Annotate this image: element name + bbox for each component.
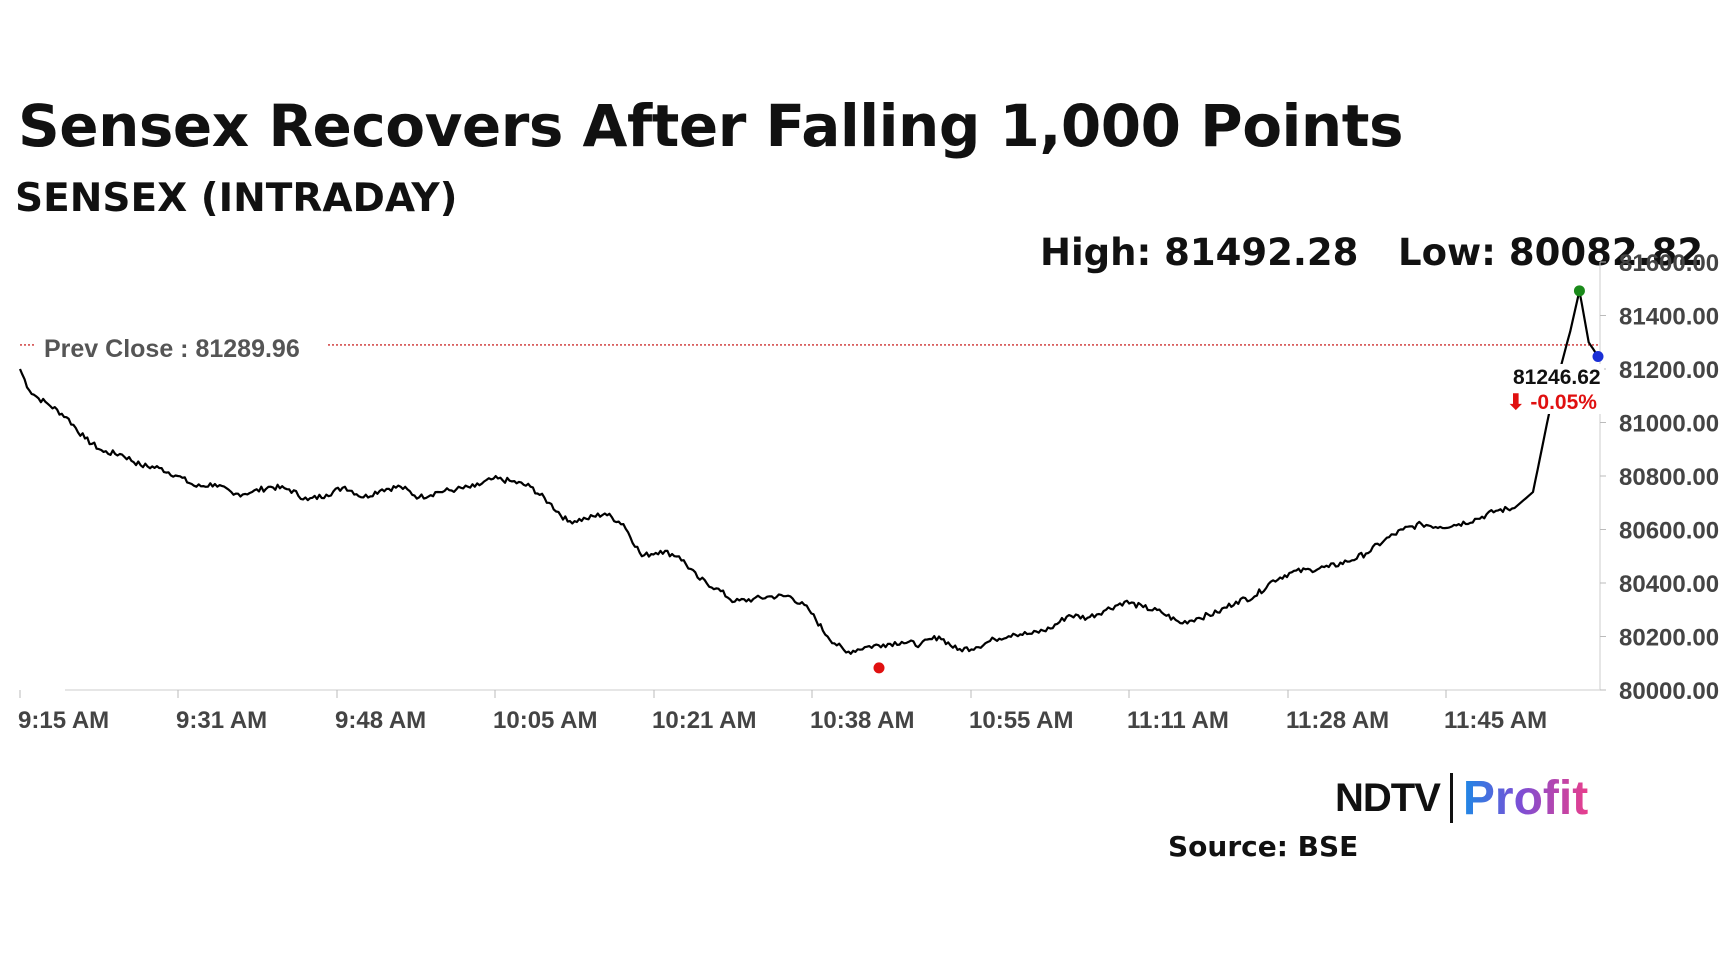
last-price-label-bg <box>1504 364 1604 414</box>
chart-title: Sensex Recovers After Falling 1,000 Poin… <box>18 92 1403 160</box>
last-point-marker <box>1592 351 1604 363</box>
chart-subtitle: SENSEX (INTRADAY) <box>15 176 458 221</box>
prev-close-label-bg <box>36 330 328 366</box>
source-note: Source: BSE <box>1168 830 1359 863</box>
x-tick-label: 10:55 AM <box>969 707 1073 734</box>
x-tick-label: 9:48 AM <box>335 707 426 734</box>
high-point-marker <box>1573 285 1585 297</box>
y-tick-label: 81600.00 <box>1619 250 1719 277</box>
y-tick-label: 81400.00 <box>1619 304 1719 331</box>
x-axis: 9:15 AM 9:31 AM 9:48 AM 10:05 AM 10:21 AM 10:… <box>18 689 1600 734</box>
x-tick-label: 11:28 AM <box>1286 707 1389 734</box>
last-price-label: 81246.62 <box>1513 366 1601 389</box>
low-label: Low: 80082.82 <box>1398 231 1703 274</box>
x-tick-label: 10:21 AM <box>652 707 756 734</box>
x-tick-label: 9:31 AM <box>176 707 267 734</box>
logo-profit-text: Profit <box>1462 771 1589 825</box>
change-percent-label: ⬇ -0.05% <box>1507 391 1597 414</box>
x-tick-label: 11:11 AM <box>1127 707 1229 734</box>
x-tick-label: 10:05 AM <box>493 707 597 734</box>
sensex-series-line <box>18 289 1599 655</box>
y-axis: 80000.00 80200.00 80400.00 80600.00 80800.00… <box>1599 250 1719 705</box>
prev-close-label: Prev Close : 81289.96 <box>44 335 300 363</box>
y-tick-label: 80000.00 <box>1619 678 1719 705</box>
y-tick-label: 81000.00 <box>1619 411 1719 438</box>
high-label: High: 81492.28 <box>1040 231 1358 274</box>
y-tick-label: 81200.00 <box>1619 357 1719 384</box>
x-tick-label: 10:38 AM <box>810 707 914 734</box>
x-tick-label: 11:45 AM <box>1444 707 1547 734</box>
y-tick-label: 80400.00 <box>1619 571 1719 598</box>
y-tick-label: 80200.00 <box>1619 625 1719 652</box>
low-point-marker <box>873 662 885 674</box>
y-tick-label: 80800.00 <box>1619 464 1719 491</box>
logo-divider <box>1449 773 1453 823</box>
x-tick-label: 9:15 AM <box>18 707 109 734</box>
y-tick-label: 80600.00 <box>1619 518 1719 545</box>
logo-ndtv-text: NDTV <box>1335 775 1441 820</box>
ndtv-profit-logo: NDTV Profit <box>1335 770 1588 826</box>
